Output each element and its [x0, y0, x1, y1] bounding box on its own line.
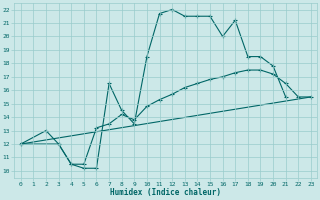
X-axis label: Humidex (Indice chaleur): Humidex (Indice chaleur): [110, 188, 221, 197]
